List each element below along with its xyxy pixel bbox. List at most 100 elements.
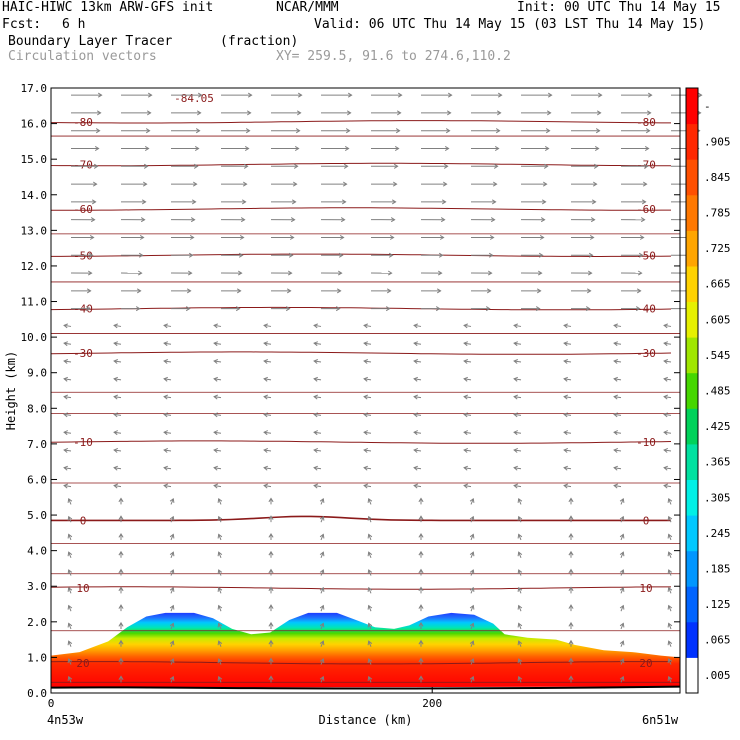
vector-arrowhead xyxy=(367,658,373,664)
circulation-vector xyxy=(164,396,172,399)
circulation-vector xyxy=(170,676,174,683)
vector-arrowhead xyxy=(363,412,368,418)
vector-arrowhead xyxy=(213,447,218,453)
vector-arrowhead xyxy=(268,497,274,503)
vector-arrowhead xyxy=(137,270,143,276)
vector-arrowhead xyxy=(613,412,618,418)
circulation-vector xyxy=(164,342,172,345)
circulation-vector xyxy=(368,569,372,576)
circulation-vector xyxy=(620,552,624,558)
vector-arrowhead xyxy=(313,447,318,453)
vector-arrowhead xyxy=(196,110,202,116)
vector-arrowhead xyxy=(390,217,396,223)
vector-arrowhead xyxy=(319,533,325,539)
vector-arrowhead xyxy=(287,270,293,276)
circulation-vector xyxy=(464,342,472,345)
circulation-vector xyxy=(518,658,522,665)
circulation-vector xyxy=(214,360,222,363)
vector-arrowhead xyxy=(213,394,218,400)
circulation-vector xyxy=(368,623,372,630)
vector-arrowhead xyxy=(263,430,268,436)
vector-arrowhead xyxy=(296,110,302,116)
vector-arrowhead xyxy=(213,430,218,436)
vector-arrowhead xyxy=(63,341,68,347)
contour-label: -30 xyxy=(73,347,93,360)
colorbar-label: .605 xyxy=(704,313,731,326)
vector-arrowhead xyxy=(217,622,223,628)
vector-arrowhead xyxy=(667,658,673,664)
vector-arrowhead xyxy=(113,341,118,347)
vector-arrowhead xyxy=(240,217,246,223)
circulation-vector xyxy=(620,658,624,665)
circulation-vector xyxy=(264,396,272,399)
vector-arrowhead xyxy=(297,92,303,98)
vector-arrowhead xyxy=(191,199,197,205)
vector-arrowhead xyxy=(469,640,475,646)
vector-arrowhead xyxy=(138,252,144,258)
vector-arrowhead xyxy=(517,675,523,681)
vector-arrowhead xyxy=(469,586,475,592)
colorbar-label: .845 xyxy=(704,171,731,184)
vector-arrowhead xyxy=(118,586,124,592)
circulation-vector xyxy=(664,378,672,381)
vector-arrowhead xyxy=(667,586,673,592)
vector-arrowhead xyxy=(346,110,352,116)
vector-arrowhead xyxy=(143,163,149,169)
circulation-vector xyxy=(664,449,672,452)
vector-arrowhead xyxy=(113,412,118,418)
circulation-vector xyxy=(518,552,522,558)
circulation-vector xyxy=(620,623,624,630)
contour-label: -30 xyxy=(636,347,656,360)
circulation-vector xyxy=(314,342,322,345)
plot-background xyxy=(51,88,680,693)
circulation-vector xyxy=(470,552,474,558)
circulation-vector xyxy=(364,342,372,345)
y-tick-label: 0.0 xyxy=(27,687,47,700)
colorbar-label: .365 xyxy=(704,456,731,469)
vector-arrowhead xyxy=(563,359,568,364)
vector-arrowhead xyxy=(619,498,625,503)
vector-arrowhead xyxy=(118,568,124,574)
circulation-vector xyxy=(218,516,222,523)
vector-arrowhead xyxy=(469,675,475,681)
vector-arrowhead xyxy=(568,568,574,574)
circulation-vector xyxy=(218,623,222,630)
vector-arrowhead xyxy=(395,128,401,134)
vector-arrowhead xyxy=(197,92,203,98)
vector-arrowhead xyxy=(67,533,73,539)
circulation-vector xyxy=(314,324,322,327)
circulation-vector xyxy=(320,498,324,505)
circulation-vector xyxy=(464,324,472,327)
circulation-vector xyxy=(264,449,272,452)
contour-label: 10 xyxy=(76,582,89,595)
circulation-vector xyxy=(364,467,372,470)
vector-arrowhead xyxy=(663,359,668,364)
vector-arrowhead xyxy=(141,199,147,205)
vector-arrowhead xyxy=(90,217,96,223)
vector-arrowhead xyxy=(619,640,625,646)
vector-arrowhead xyxy=(568,533,574,538)
circulation-vector xyxy=(614,324,622,327)
vector-arrowhead xyxy=(247,92,253,98)
vector-arrowhead xyxy=(163,465,168,471)
circulation-vector xyxy=(114,342,122,345)
circulation-vector xyxy=(170,605,174,612)
vector-arrowhead xyxy=(319,498,325,503)
circulation-vector xyxy=(470,623,474,630)
circulation-vector xyxy=(518,623,522,630)
vector-arrowhead xyxy=(413,376,418,382)
vector-arrowhead xyxy=(246,110,252,116)
circulation-vector xyxy=(320,641,324,647)
vector-arrowhead xyxy=(145,128,151,134)
vector-arrowhead xyxy=(319,622,325,628)
init-time: Init: 00 UTC Thu 14 May 15 xyxy=(517,0,721,15)
colorbar-label: .245 xyxy=(704,527,731,540)
vector-arrowhead xyxy=(436,288,442,294)
vector-arrowhead xyxy=(463,323,468,329)
vector-arrowhead xyxy=(613,483,618,489)
vector-arrowhead xyxy=(488,252,494,258)
circulation-vector xyxy=(170,516,174,523)
vector-arrowhead xyxy=(413,483,418,489)
vector-arrowhead xyxy=(440,217,446,223)
vector-arrowhead xyxy=(237,270,243,276)
